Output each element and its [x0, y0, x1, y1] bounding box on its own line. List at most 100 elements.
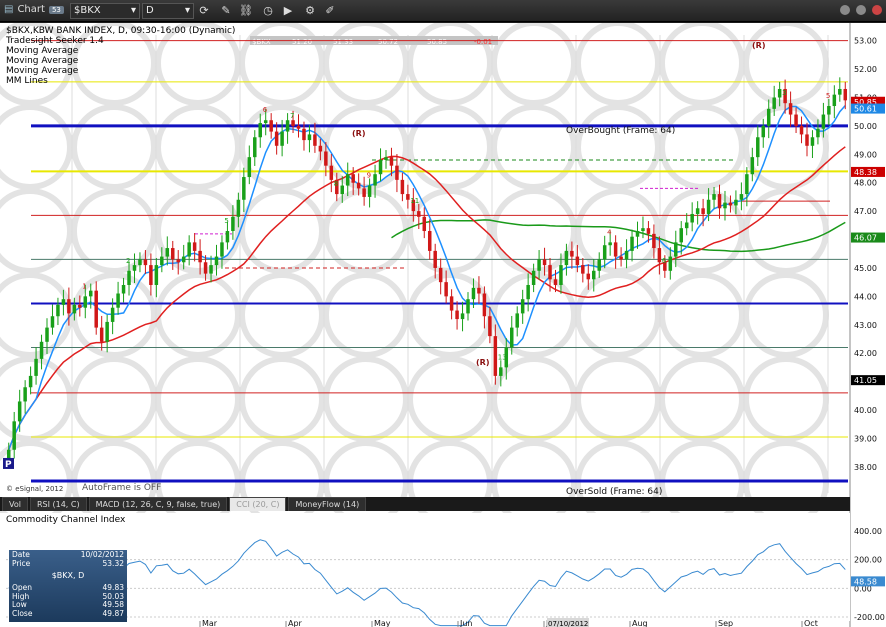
tab-cci[interactable]: CCI (20, C)	[229, 497, 287, 511]
link-icon[interactable]: ⛓	[239, 4, 253, 17]
candle-body	[351, 174, 355, 183]
info-open-label: Open	[12, 583, 33, 592]
candle-body	[772, 97, 776, 109]
tab-moneyflow[interactable]: MoneyFlow (14)	[288, 497, 367, 511]
price-tick-label: 39.00	[854, 434, 877, 443]
candle-body	[269, 120, 273, 132]
candle-body	[362, 188, 366, 197]
decor-circle	[71, 188, 157, 274]
candle-body	[329, 165, 334, 180]
decor-circle	[323, 23, 409, 106]
header-strip-v2: 51.33	[333, 38, 353, 46]
r-marker-3: (R)	[752, 41, 765, 50]
price-chart-svg[interactable]: $BKX 51.20 51.33 50.72 50.85 -0.01 1 2 5 6 7 8 9 11 13…	[0, 23, 886, 627]
candle-body	[575, 256, 580, 266]
candle-body	[433, 250, 437, 268]
autoframe-label: AutoFrame is OFF	[82, 483, 162, 493]
candle-body	[72, 304, 77, 314]
candle-body	[78, 304, 82, 308]
candle-body	[225, 231, 230, 243]
study-tabs: Vol RSI (14, C) MACD (12, 26, C, 9, fals…	[0, 497, 850, 511]
decor-circle	[239, 356, 325, 442]
decor-circle	[575, 23, 661, 106]
candle-body	[345, 174, 350, 186]
price-tag-bg	[851, 166, 885, 177]
candle-body	[613, 242, 618, 257]
header-strip-symbol: $BKX	[252, 38, 271, 46]
tab-macd[interactable]: MACD (12, 26, C, 9, false, true)	[88, 497, 228, 511]
decor-circle	[491, 23, 577, 106]
candle-body	[258, 123, 262, 138]
refresh-icon[interactable]: ⟳	[199, 4, 209, 17]
cci-tick-label: 400.00	[854, 527, 882, 536]
candle-body	[630, 236, 634, 251]
price-tick-label: 50.00	[854, 122, 877, 131]
info-open: 49.83	[102, 583, 124, 592]
ma-green-line	[391, 219, 846, 253]
candle-body	[668, 256, 673, 271]
minimize-button[interactable]	[840, 5, 850, 15]
clock-icon[interactable]: ◷	[263, 4, 273, 17]
candle-body	[198, 250, 202, 263]
legend: $BKX,KBW BANK INDEX, D, 09:30-16:00 (Dyn…	[6, 26, 235, 86]
candle-body	[597, 259, 601, 271]
candle-body	[466, 299, 470, 314]
candle-body	[395, 165, 399, 180]
candle-body	[537, 259, 541, 271]
pencil-icon[interactable]: ✎	[221, 4, 231, 17]
candle-body	[406, 194, 410, 200]
close-button[interactable]	[872, 5, 882, 15]
info-symbol: $BKX, D	[51, 571, 85, 580]
candle-body	[444, 282, 448, 297]
decor-circle	[323, 272, 409, 358]
candle-body	[821, 114, 826, 129]
candle-body	[61, 299, 66, 305]
edit-icon[interactable]: ✐	[325, 4, 335, 17]
decor-circle	[239, 23, 325, 106]
x-axis-label: Oct	[804, 619, 818, 627]
info-price: 53.32	[102, 558, 124, 568]
candle-body	[307, 134, 312, 141]
chart-area[interactable]: $BKX 51.20 51.33 50.72 50.85 -0.01 1 2 5 6 7 8 9 11 13…	[0, 23, 886, 627]
candle-body	[739, 194, 744, 200]
candle-body	[12, 421, 16, 450]
candle-body	[94, 290, 98, 328]
candle-body	[280, 131, 284, 146]
candle-body	[203, 262, 208, 274]
play-icon[interactable]: ▶	[283, 4, 293, 17]
candle-body	[99, 327, 104, 342]
seeker-count-label: 2	[126, 257, 130, 265]
candle-body	[302, 128, 306, 141]
decor-circle	[71, 23, 157, 106]
seeker-count-label: 6	[662, 257, 667, 265]
decor-circle	[491, 356, 577, 442]
candle-body	[542, 259, 547, 266]
candle-body	[695, 208, 700, 214]
candle-body	[17, 401, 22, 422]
settings-icon[interactable]: ⚙	[305, 4, 315, 17]
price-tag-label: 41.05	[854, 376, 877, 385]
decor-circle	[239, 272, 325, 358]
cci-line	[8, 539, 846, 627]
seeker-count-label: 1	[82, 282, 86, 290]
candle-body	[335, 179, 339, 195]
x-axis-label: Apr	[288, 619, 303, 627]
maximize-button[interactable]	[856, 5, 866, 15]
decor-circle	[0, 104, 73, 190]
candle-body	[50, 316, 55, 328]
decor-circle	[0, 23, 73, 106]
candle-body	[504, 347, 509, 368]
symbol-input[interactable]: $BKX ▾	[70, 3, 140, 19]
tab-rsi[interactable]: RSI (14, C)	[29, 497, 87, 511]
cci-tick-label: -200.00	[854, 613, 885, 622]
decor-circle	[575, 104, 661, 190]
candle-body	[274, 131, 279, 146]
decor-circle	[407, 188, 493, 274]
interval-input[interactable]: D ▾	[142, 3, 194, 19]
candle-body	[652, 233, 656, 249]
candle-body	[438, 267, 443, 283]
price-tick-label: 42.00	[854, 349, 877, 358]
tab-vol[interactable]: Vol	[2, 497, 28, 511]
candle-body	[526, 284, 530, 300]
toolbar: ▤ Chart 53 $BKX ▾ D ▾ ⟳ ✎ ⛓ ◷ ▶ ⚙ ✐	[0, 0, 886, 22]
